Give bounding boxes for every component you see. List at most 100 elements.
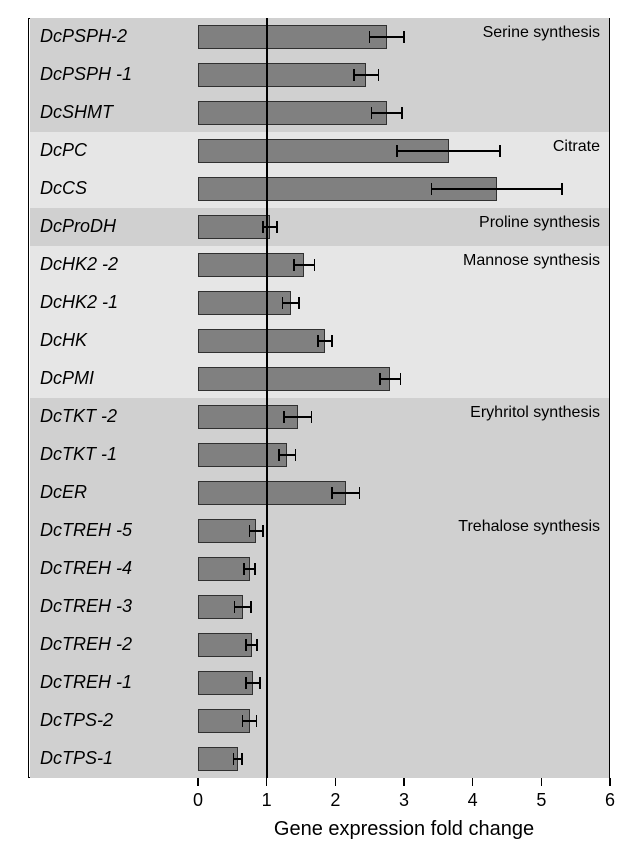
x-tick [541, 778, 543, 786]
error-cap [276, 221, 278, 233]
bar [198, 557, 250, 581]
reference-line [266, 18, 268, 778]
x-tick-label: 6 [605, 790, 615, 811]
x-axis-title: Gene expression fold change [198, 818, 610, 841]
bar [198, 747, 238, 771]
error-cap [295, 449, 297, 461]
chart-container: DcPSPH-2DcPSPH -1DcSHMTDcPCDcCSDcProDHDc… [0, 0, 638, 849]
error-cap [249, 525, 251, 537]
gene-label: DcTPS-2 [40, 710, 113, 731]
gene-label: DcCS [40, 178, 87, 199]
group-label: Serine synthesis [483, 24, 600, 42]
error-bar [284, 416, 311, 418]
error-cap [256, 715, 258, 727]
gene-label: DcPMI [40, 368, 94, 389]
bar [198, 25, 387, 49]
error-cap [256, 639, 258, 651]
error-cap [431, 183, 433, 195]
error-bar [250, 530, 264, 532]
bar [198, 633, 252, 657]
bar [198, 215, 270, 239]
x-tick-label: 1 [262, 790, 272, 811]
error-bar [282, 302, 298, 304]
bar [198, 253, 304, 277]
group-label: Eryhritol synthesis [470, 404, 600, 422]
gene-label: DcPSPH -1 [40, 64, 132, 85]
error-cap [353, 69, 355, 81]
gene-label: DcHK2 -2 [40, 254, 118, 275]
error-cap [317, 335, 319, 347]
error-cap [314, 259, 316, 271]
error-cap [243, 563, 245, 575]
gene-label: DcSHMT [40, 102, 113, 123]
error-cap [371, 107, 373, 119]
error-bar [332, 492, 359, 494]
group-label: Proline synthesis [479, 214, 600, 232]
bar [198, 291, 291, 315]
bar [198, 63, 366, 87]
error-cap [378, 69, 380, 81]
x-tick [472, 778, 474, 786]
error-cap [245, 677, 247, 689]
error-bar [246, 682, 260, 684]
error-cap [242, 715, 244, 727]
gene-label: DcTREH -2 [40, 634, 132, 655]
group-label: Trehalose synthesis [458, 518, 600, 536]
error-cap [241, 753, 243, 765]
error-cap [262, 525, 264, 537]
error-cap [311, 411, 313, 423]
gene-label: DcHK [40, 330, 87, 351]
error-cap [396, 145, 398, 157]
error-cap [379, 373, 381, 385]
error-cap [245, 639, 247, 651]
error-cap [331, 487, 333, 499]
error-cap [283, 411, 285, 423]
error-cap [401, 107, 403, 119]
group-label: Mannose synthesis [463, 252, 600, 270]
error-cap [234, 601, 236, 613]
gene-label: DcTKT -2 [40, 406, 117, 427]
gene-label: DcHK2 -1 [40, 292, 118, 313]
gene-label: DcPSPH-2 [40, 26, 127, 47]
x-tick [266, 778, 268, 786]
error-cap [278, 449, 280, 461]
x-tick-label: 0 [193, 790, 203, 811]
gene-label: DcTREH -1 [40, 672, 132, 693]
error-cap [499, 145, 501, 157]
error-cap [250, 601, 252, 613]
error-cap [331, 335, 333, 347]
gene-label: DcPC [40, 140, 87, 161]
bar [198, 443, 287, 467]
error-cap [400, 373, 402, 385]
gene-label: DcTPS-1 [40, 748, 113, 769]
error-bar [372, 112, 402, 114]
x-tick-label: 4 [468, 790, 478, 811]
error-bar [318, 340, 332, 342]
bar [198, 101, 387, 125]
error-cap [359, 487, 361, 499]
error-bar [380, 378, 401, 380]
error-cap [369, 31, 371, 43]
x-tick-label: 2 [330, 790, 340, 811]
error-cap [233, 753, 235, 765]
error-bar [294, 264, 315, 266]
error-cap [254, 563, 256, 575]
x-tick-label: 3 [399, 790, 409, 811]
error-cap [298, 297, 300, 309]
error-bar [354, 74, 379, 76]
group-label: Citrate [553, 138, 600, 156]
error-cap [403, 31, 405, 43]
gene-label: DcER [40, 482, 87, 503]
bar [198, 329, 325, 353]
error-bar [279, 454, 295, 456]
error-cap [262, 221, 264, 233]
gene-label: DcTKT -1 [40, 444, 117, 465]
x-tick [403, 778, 405, 786]
error-bar [243, 720, 257, 722]
error-bar [370, 36, 404, 38]
gene-label: DcTREH -4 [40, 558, 132, 579]
bar [198, 519, 256, 543]
error-cap [259, 677, 261, 689]
error-bar [431, 188, 561, 190]
bar [198, 367, 390, 391]
